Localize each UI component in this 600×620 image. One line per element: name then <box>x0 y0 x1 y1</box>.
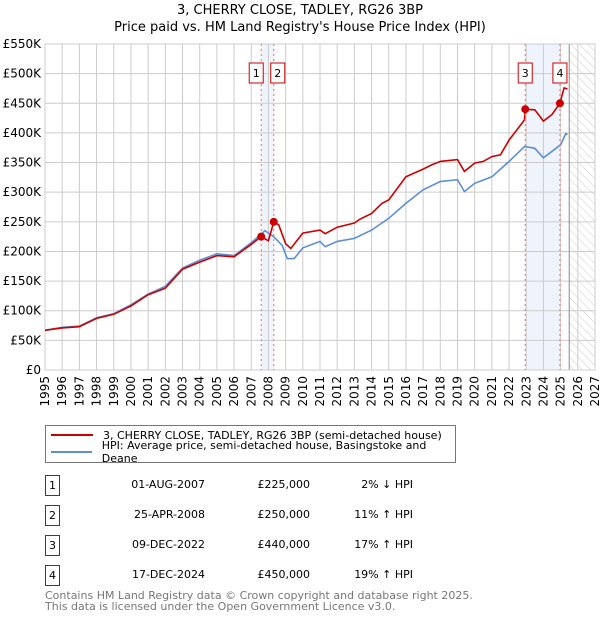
x-tick-label: 2010 <box>296 376 310 407</box>
legend-item-hpi: HPI: Average price, semi-detached house,… <box>51 439 455 465</box>
sale-label-box <box>248 62 264 84</box>
sale-date: 09-DEC-2022 <box>131 538 205 551</box>
table-row: 1 01-AUG-2007 £225,000 2% ↓ HPI <box>45 475 465 497</box>
legend-label: HPI: Average price, semi-detached house,… <box>101 439 427 465</box>
y-tick-label: £550K <box>3 37 43 51</box>
chart-title: 3, CHERRY CLOSE, TADLEY, RG26 3BP <box>176 3 424 18</box>
plot-border <box>44 43 596 371</box>
sale-hpi-diff: 11% ↑ HPI <box>354 508 413 521</box>
x-tick-label: 1996 <box>55 376 69 407</box>
x-tick-label: 2000 <box>124 376 138 407</box>
property-series-line <box>44 86 568 332</box>
x-tick-label: 2009 <box>279 376 293 407</box>
x-tick-label: 2007 <box>244 376 258 407</box>
y-tick-label: £450K <box>3 96 43 110</box>
sale-point <box>555 99 564 108</box>
x-tick-label: 1998 <box>90 376 104 407</box>
sale-hpi-diff: 19% ↑ HPI <box>354 568 413 581</box>
legend-swatch-blue <box>51 451 92 453</box>
sale-period-shading <box>261 44 274 370</box>
y-tick-label: £200K <box>3 244 43 258</box>
sale-label-box <box>552 62 568 84</box>
footer-copyright: Contains HM Land Registry data © Crown c… <box>45 589 473 602</box>
x-tick-label: 2008 <box>261 376 275 407</box>
x-tick-label: 2004 <box>193 376 207 407</box>
sale-price: £440,000 <box>257 538 311 551</box>
sale-point <box>257 232 266 241</box>
sale-hpi-diff: 17% ↑ HPI <box>354 538 413 551</box>
sale-date: 17-DEC-2024 <box>131 568 205 581</box>
sale-price: £250,000 <box>257 508 311 521</box>
sale-marker-badge: 3 <box>45 535 60 556</box>
x-tick-label: 2002 <box>158 376 172 407</box>
x-tick-label: 2003 <box>176 376 190 407</box>
y-tick-label: £300K <box>3 185 43 199</box>
legend-label: 3, CHERRY CLOSE, TADLEY, RG26 3BP (semi-… <box>103 428 442 442</box>
y-tick-label: £400K <box>3 126 43 140</box>
y-tick-label: £500K <box>3 67 43 81</box>
x-tick-label: 2006 <box>227 376 241 407</box>
x-tick-label: 2014 <box>365 376 379 407</box>
x-tick-label: 2025 <box>554 376 568 407</box>
x-tick-label: 2016 <box>399 376 413 407</box>
sale-label: 2 <box>274 67 281 80</box>
x-tick-label: 2026 <box>571 376 585 407</box>
x-tick-label: 1999 <box>107 376 121 407</box>
sale-point <box>269 217 278 226</box>
legend-swatch-red <box>51 434 93 436</box>
x-tick-label: 2011 <box>313 376 327 407</box>
x-tick-label: 2005 <box>210 376 224 407</box>
sale-price: £225,000 <box>257 478 311 491</box>
sale-date: 25-APR-2008 <box>133 508 205 521</box>
legend: 3, CHERRY CLOSE, TADLEY, RG26 3BP (semi-… <box>45 425 456 465</box>
sale-label-box <box>270 62 286 84</box>
sale-price: £450,000 <box>257 568 311 581</box>
footer-licence: This data is licensed under the Open Gov… <box>45 600 396 613</box>
sale-label: 4 <box>556 67 563 80</box>
x-tick-label: 1995 <box>38 376 52 407</box>
x-tick-label: 2001 <box>141 376 155 407</box>
forecast-hatch <box>569 44 595 370</box>
x-tick-label: 2017 <box>416 376 430 407</box>
y-tick-label: £100K <box>3 304 43 318</box>
table-row: 2 25-APR-2008 £250,000 11% ↑ HPI <box>45 505 465 527</box>
x-tick-label: 2024 <box>536 376 550 407</box>
x-tick-label: 2019 <box>451 376 465 407</box>
chart-subtitle: Price paid vs. HM Land Registry's House … <box>114 20 486 35</box>
y-tick-label: £350K <box>3 156 43 170</box>
x-tick-label: 2021 <box>485 376 499 407</box>
hpi-series-line <box>44 132 568 332</box>
sale-hpi-diff: 2% ↓ HPI <box>361 478 413 491</box>
sale-label: 1 <box>253 67 260 80</box>
x-tick-label: 2023 <box>519 376 533 407</box>
sale-marker-badge: 1 <box>45 475 60 496</box>
sale-date: 01-AUG-2007 <box>131 478 205 491</box>
x-tick-label: 2022 <box>502 376 516 407</box>
y-tick-label: £0 <box>26 363 41 377</box>
x-tick-label: 2013 <box>347 376 361 407</box>
sale-point <box>521 105 530 114</box>
y-tick-label: £250K <box>3 215 43 229</box>
x-tick-label: 2012 <box>330 376 344 407</box>
sale-period-shading <box>525 44 560 370</box>
sale-marker-badge: 2 <box>45 505 60 526</box>
x-tick-label: 2027 <box>588 376 600 407</box>
sale-label: 3 <box>522 67 529 80</box>
sale-marker-badge: 4 <box>45 565 60 586</box>
x-tick-label: 2018 <box>433 376 447 407</box>
sale-label-box <box>517 62 533 84</box>
y-tick-label: £50K <box>10 333 42 347</box>
table-row: 3 09-DEC-2022 £440,000 17% ↑ HPI <box>45 535 465 557</box>
price-chart: 1 2 3 4 1995 1996 1997 1998 1999 2000 2001 2002 2003… <box>3 37 600 407</box>
x-tick-label: 2020 <box>468 376 482 407</box>
legend-item-property: 3, CHERRY CLOSE, TADLEY, RG26 3BP (semi-… <box>51 427 442 443</box>
x-tick-label: 2015 <box>382 376 396 407</box>
y-tick-label: £150K <box>3 274 43 288</box>
x-tick-label: 1997 <box>72 376 86 407</box>
table-row: 4 17-DEC-2024 £450,000 19% ↑ HPI <box>45 565 465 587</box>
